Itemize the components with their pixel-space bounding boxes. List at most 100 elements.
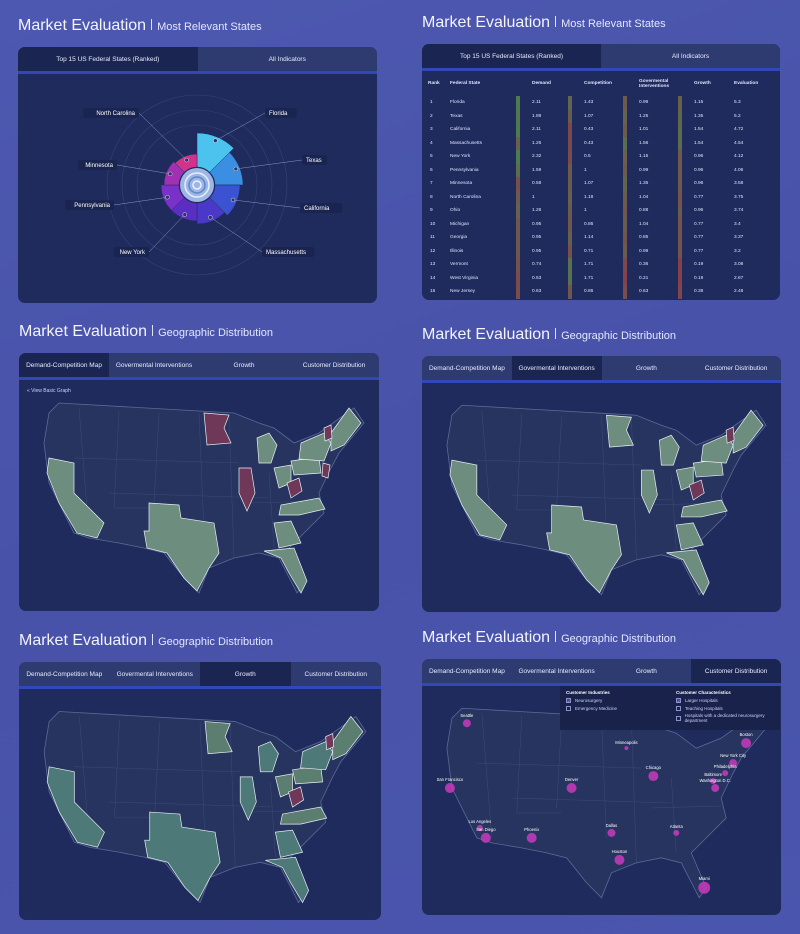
filter-option[interactable]: Emergency Medicine [566, 705, 664, 711]
card-body: Rank Federal State Demand Competition Goverm… [422, 71, 780, 300]
heat-strip [623, 258, 627, 272]
title-separator [555, 631, 557, 642]
cell-text: 4.72 [734, 127, 744, 133]
tab[interactable]: Demand-Competition Map [19, 353, 109, 377]
table-cell: North Carolina [446, 191, 516, 205]
tab[interactable]: Govermental Interventions [511, 356, 602, 380]
heat-strip [678, 190, 682, 204]
state-highlight [449, 459, 508, 541]
cell-text: 1.01 [639, 127, 649, 133]
card-body [422, 383, 781, 612]
state-label: Massachusetts [266, 250, 306, 256]
tab[interactable]: Demand-Competition Map [428, 364, 505, 372]
city-dot [648, 771, 659, 782]
heat-strip [568, 177, 572, 191]
tab[interactable]: Top 15 US Federal States (Ranked) [422, 44, 601, 68]
heat-strip [678, 150, 682, 164]
city-label: Seattle [460, 713, 474, 718]
table-row: 11 Georgia 0.95 1.14 0.85 0.77 3.37 [422, 231, 780, 245]
table-cell: 4 [422, 137, 446, 151]
state-border [601, 415, 607, 535]
tab[interactable]: Demand-Competition Map [428, 667, 505, 675]
leader-dot [208, 215, 213, 220]
city-dot [566, 783, 577, 794]
state-border [476, 762, 642, 769]
heat-strip [516, 96, 520, 110]
checkbox[interactable] [566, 698, 571, 703]
table-cell: 1.15 [678, 96, 730, 110]
cell-text: 3.75 [734, 194, 744, 200]
heat-strip [516, 163, 520, 177]
checkbox[interactable] [676, 715, 681, 721]
table-cell: West Virginia [446, 272, 516, 286]
cell-text: Illinois [450, 248, 464, 254]
tab[interactable]: Govermental Interventions [116, 670, 193, 678]
tab[interactable]: Growth [635, 364, 657, 372]
leader-line [113, 197, 168, 206]
subtitle: Most Relevant States [157, 21, 262, 33]
cell-text: 1.54 [694, 140, 704, 146]
tab[interactable]: Customer Distribution [691, 659, 781, 683]
table-cell: 10 [422, 218, 446, 232]
cell-text: 12 [430, 248, 436, 254]
heat-strip [623, 163, 627, 177]
cell-text: 0.95 [532, 248, 542, 254]
state-border [153, 412, 160, 504]
label-box [78, 160, 117, 170]
cell-text: 0.63 [639, 289, 649, 295]
tab[interactable]: Govermental Interventions [115, 361, 193, 369]
tab[interactable]: All Indicators [268, 55, 306, 63]
filter-option[interactable]: Neurosurgery [566, 698, 664, 703]
table-cell: 3.4 [730, 218, 780, 232]
tab[interactable]: All Indicators [671, 52, 710, 60]
tab[interactable]: Demand-Competition Map [26, 670, 103, 678]
checkbox[interactable] [566, 705, 571, 711]
cell-text: 1 [532, 194, 535, 200]
table-cell: 1.25 [623, 109, 678, 123]
filter-option-label: Neurosurgery [575, 698, 603, 703]
donut-segment [174, 153, 198, 173]
tab[interactable]: Growth [635, 667, 657, 675]
state-highlight [325, 733, 335, 751]
cell-text: 1 [584, 167, 587, 173]
state-border [229, 723, 236, 868]
heat-strip [678, 217, 682, 231]
tab[interactable]: Govermental Interventions [518, 667, 595, 675]
table-cell: 4.54 [730, 137, 780, 151]
filter-group: Customer Characteristics Larger Hospitals… [670, 686, 780, 730]
cell-text: 2.32 [532, 154, 542, 160]
cell-text: 0.99 [639, 248, 649, 254]
table-cell: 5.3 [730, 96, 780, 110]
table-cell: 0.85 [623, 231, 678, 245]
tab[interactable]: Top 15 US Federal States (Ranked) [18, 47, 198, 71]
state-highlight [700, 434, 734, 464]
tab[interactable]: Customer Distribution [304, 670, 368, 678]
tab[interactable]: Growth [233, 361, 255, 369]
checkbox[interactable] [676, 705, 681, 711]
state-highlight [546, 504, 622, 594]
cell-text: California [450, 127, 471, 133]
filter-option[interactable]: Larger Hospitals [676, 698, 774, 703]
filter-option[interactable]: Teaching Hospitals [676, 705, 774, 711]
state-highlight [274, 829, 304, 858]
table-cell: 7 [422, 177, 446, 191]
state-border [671, 475, 677, 550]
table-row: 4 Massachusetts 1.26 0.43 1.56 1.54 4.54 [422, 136, 780, 151]
city-dot [444, 783, 455, 794]
table-cell: California [446, 123, 516, 137]
checkbox[interactable] [676, 698, 681, 703]
filter-group: Customer Industries Neurosurgery Emergency… [560, 686, 670, 730]
table-cell: 0.38 [678, 285, 730, 299]
tab[interactable]: Customer Distribution [704, 364, 768, 372]
tab[interactable]: Customer Distribution [302, 361, 366, 369]
view-basic-graph-link[interactable]: « View Basic Graph [27, 388, 71, 394]
table-cell: 0.99 [623, 163, 678, 177]
filter-option[interactable]: Hospitals with a dedicated neurosurgery … [676, 713, 774, 723]
cell-text: 14 [430, 275, 436, 281]
table-cell: 0.77 [678, 190, 730, 204]
cell-text: 0.96 [694, 208, 704, 214]
heat-strip [623, 190, 627, 204]
title: Market Evaluation [18, 17, 147, 34]
tab[interactable]: Growth [200, 662, 291, 686]
cell-text: 2 [430, 113, 433, 119]
